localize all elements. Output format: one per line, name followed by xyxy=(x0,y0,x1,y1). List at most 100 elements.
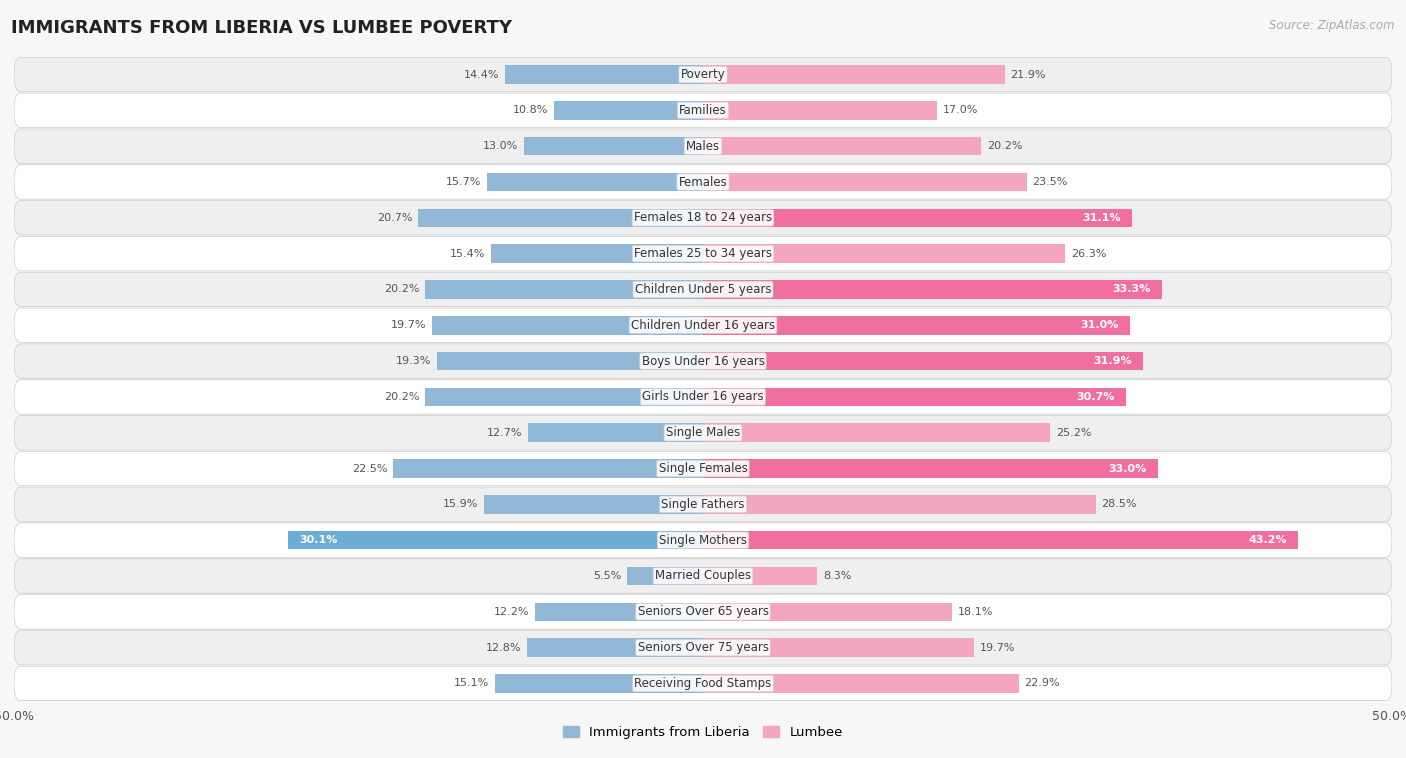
Text: 31.9%: 31.9% xyxy=(1092,356,1132,366)
FancyBboxPatch shape xyxy=(14,523,1392,557)
Bar xyxy=(703,638,974,657)
Text: Females: Females xyxy=(679,176,727,189)
Bar xyxy=(425,280,703,299)
Text: 12.8%: 12.8% xyxy=(485,643,522,653)
Text: 17.0%: 17.0% xyxy=(943,105,979,115)
Bar xyxy=(703,495,1095,514)
Text: 15.4%: 15.4% xyxy=(450,249,485,258)
FancyBboxPatch shape xyxy=(14,164,1392,199)
Text: 25.2%: 25.2% xyxy=(1056,428,1091,437)
Text: 19.7%: 19.7% xyxy=(980,643,1015,653)
Bar xyxy=(703,387,1126,406)
Text: 14.4%: 14.4% xyxy=(464,70,499,80)
FancyBboxPatch shape xyxy=(14,93,1392,127)
Text: 21.9%: 21.9% xyxy=(1011,70,1046,80)
Bar xyxy=(703,137,981,155)
Text: Families: Families xyxy=(679,104,727,117)
Bar xyxy=(703,352,1143,371)
Text: 30.7%: 30.7% xyxy=(1077,392,1115,402)
Text: Poverty: Poverty xyxy=(681,68,725,81)
Text: Married Couples: Married Couples xyxy=(655,569,751,582)
FancyBboxPatch shape xyxy=(14,451,1392,486)
Bar xyxy=(703,316,1130,334)
Text: Single Males: Single Males xyxy=(666,426,740,439)
Text: 12.2%: 12.2% xyxy=(494,607,530,617)
Bar xyxy=(703,280,1161,299)
Bar xyxy=(627,567,703,585)
FancyBboxPatch shape xyxy=(14,201,1392,235)
FancyBboxPatch shape xyxy=(14,415,1392,450)
Text: Children Under 5 years: Children Under 5 years xyxy=(634,283,772,296)
Text: Girls Under 16 years: Girls Under 16 years xyxy=(643,390,763,403)
Text: 22.9%: 22.9% xyxy=(1024,678,1060,688)
Bar xyxy=(703,459,1157,478)
Text: Males: Males xyxy=(686,139,720,152)
Text: Boys Under 16 years: Boys Under 16 years xyxy=(641,355,765,368)
Bar xyxy=(703,101,938,120)
Text: Receiving Food Stamps: Receiving Food Stamps xyxy=(634,677,772,690)
Bar xyxy=(484,495,703,514)
Text: IMMIGRANTS FROM LIBERIA VS LUMBEE POVERTY: IMMIGRANTS FROM LIBERIA VS LUMBEE POVERT… xyxy=(11,19,512,37)
Text: 31.0%: 31.0% xyxy=(1081,321,1119,330)
Text: Single Females: Single Females xyxy=(658,462,748,475)
FancyBboxPatch shape xyxy=(14,344,1392,378)
Text: 33.0%: 33.0% xyxy=(1108,464,1147,474)
Bar xyxy=(534,603,703,621)
Bar xyxy=(486,173,703,191)
Text: 18.1%: 18.1% xyxy=(957,607,993,617)
Bar xyxy=(491,244,703,263)
Text: Females 18 to 24 years: Females 18 to 24 years xyxy=(634,211,772,224)
Text: 31.1%: 31.1% xyxy=(1083,213,1121,223)
Bar xyxy=(495,674,703,693)
Bar xyxy=(703,424,1050,442)
Text: 13.0%: 13.0% xyxy=(484,141,519,151)
Text: 22.5%: 22.5% xyxy=(352,464,388,474)
Bar xyxy=(703,674,1018,693)
Text: Seniors Over 65 years: Seniors Over 65 years xyxy=(637,606,769,619)
FancyBboxPatch shape xyxy=(14,631,1392,665)
Bar xyxy=(703,531,1298,550)
Bar xyxy=(505,65,703,84)
Text: 26.3%: 26.3% xyxy=(1071,249,1107,258)
Text: 19.3%: 19.3% xyxy=(396,356,432,366)
FancyBboxPatch shape xyxy=(14,236,1392,271)
FancyBboxPatch shape xyxy=(14,487,1392,522)
Text: Females 25 to 34 years: Females 25 to 34 years xyxy=(634,247,772,260)
Text: 12.7%: 12.7% xyxy=(486,428,523,437)
Bar xyxy=(703,173,1026,191)
Text: 15.1%: 15.1% xyxy=(454,678,489,688)
Text: 43.2%: 43.2% xyxy=(1249,535,1288,545)
Text: 8.3%: 8.3% xyxy=(823,571,851,581)
Text: 20.2%: 20.2% xyxy=(987,141,1022,151)
Legend: Immigrants from Liberia, Lumbee: Immigrants from Liberia, Lumbee xyxy=(558,720,848,744)
FancyBboxPatch shape xyxy=(14,308,1392,343)
Bar xyxy=(418,208,703,227)
Text: 20.2%: 20.2% xyxy=(384,392,419,402)
Bar xyxy=(524,137,703,155)
Text: Source: ZipAtlas.com: Source: ZipAtlas.com xyxy=(1270,19,1395,32)
FancyBboxPatch shape xyxy=(14,129,1392,164)
Text: Children Under 16 years: Children Under 16 years xyxy=(631,319,775,332)
Bar xyxy=(437,352,703,371)
FancyBboxPatch shape xyxy=(14,666,1392,700)
Text: 15.9%: 15.9% xyxy=(443,500,478,509)
Text: 20.7%: 20.7% xyxy=(377,213,412,223)
Bar xyxy=(288,531,703,550)
Text: 30.1%: 30.1% xyxy=(299,535,337,545)
FancyBboxPatch shape xyxy=(14,559,1392,594)
FancyBboxPatch shape xyxy=(14,594,1392,629)
Text: 5.5%: 5.5% xyxy=(593,571,621,581)
Bar xyxy=(432,316,703,334)
Bar xyxy=(703,603,952,621)
Bar xyxy=(425,387,703,406)
Bar xyxy=(703,244,1066,263)
Bar xyxy=(392,459,703,478)
Text: 10.8%: 10.8% xyxy=(513,105,548,115)
FancyBboxPatch shape xyxy=(14,272,1392,307)
Text: 33.3%: 33.3% xyxy=(1112,284,1152,294)
Bar xyxy=(703,567,817,585)
Bar xyxy=(554,101,703,120)
Text: 15.7%: 15.7% xyxy=(446,177,481,187)
Text: Seniors Over 75 years: Seniors Over 75 years xyxy=(637,641,769,654)
Bar xyxy=(527,638,703,657)
